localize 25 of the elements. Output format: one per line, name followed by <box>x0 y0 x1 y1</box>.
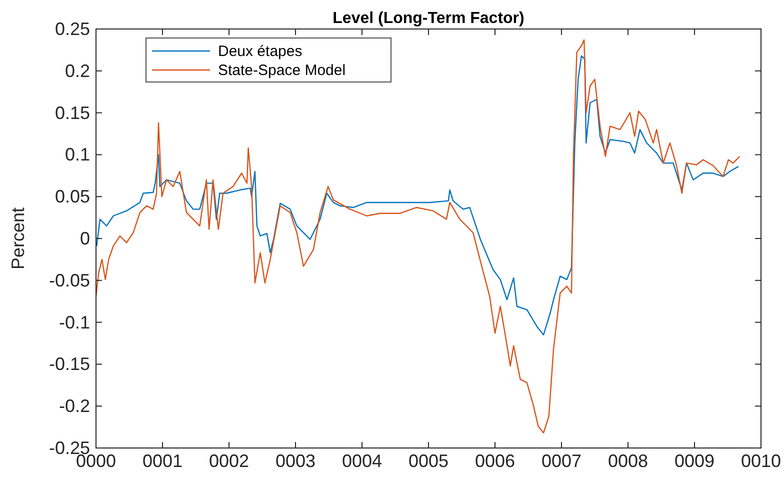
legend-label: State-Space Model <box>218 62 346 79</box>
y-tick-label: 0.05 <box>54 186 90 207</box>
legend-label: Deux étapes <box>218 43 302 60</box>
y-tick-label: -0.15 <box>48 354 90 374</box>
y-tick-label: -0.1 <box>58 312 90 332</box>
x-tick-label: 0007 <box>541 451 582 471</box>
x-tick-label: 0009 <box>674 451 715 471</box>
y-tick-label: 0 <box>80 228 90 248</box>
y-tick-label: -0.2 <box>58 396 90 416</box>
y-tick-label: 0.15 <box>54 102 90 123</box>
x-tick-label: 0006 <box>474 451 516 471</box>
x-tick-label: 0010 <box>740 451 782 471</box>
line-series <box>96 39 740 434</box>
x-tick-label: 0004 <box>342 451 382 471</box>
chart-title: Level (Long-Term Factor) <box>332 10 524 27</box>
x-tick-label: 0003 <box>275 451 316 471</box>
y-axis-title: Percent <box>8 207 28 270</box>
x-tick-label: 0001 <box>142 451 183 471</box>
y-tick-label: 0.25 <box>54 19 90 39</box>
y-tick-label: 0.2 <box>64 60 90 81</box>
y-tick-label: 0.1 <box>64 144 90 165</box>
x-tick-label: 0008 <box>608 451 648 471</box>
y-tick-label: -0.05 <box>48 270 90 290</box>
x-tick-label: 0002 <box>208 451 250 471</box>
x-tick-label: 0005 <box>408 451 449 471</box>
